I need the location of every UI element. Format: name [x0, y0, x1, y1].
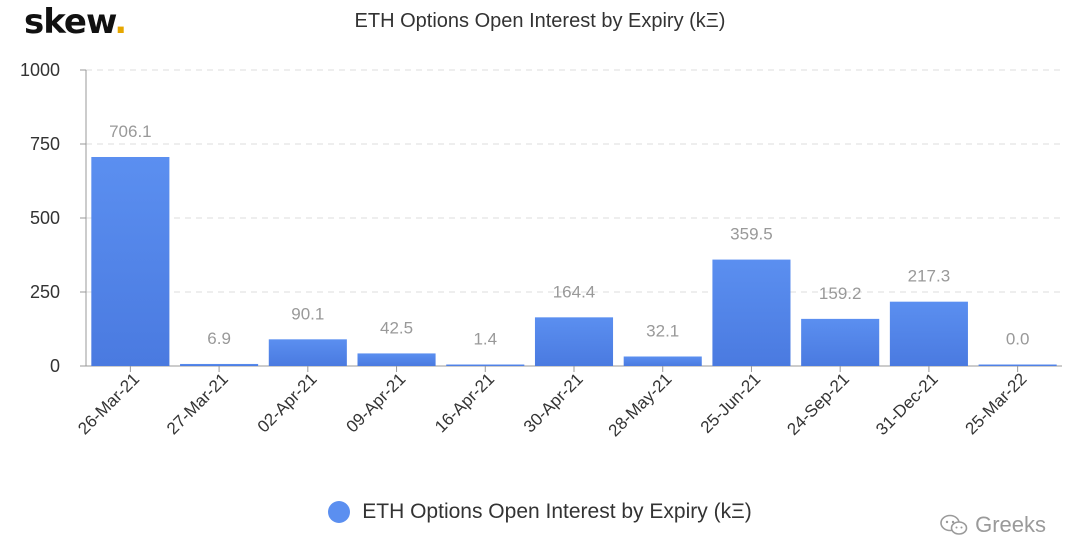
- legend-marker-icon: [328, 501, 351, 523]
- x-tick-label: 25-Mar-22: [962, 369, 1031, 438]
- logo-dot: .: [114, 2, 127, 42]
- data-label: 359.5: [730, 225, 773, 244]
- x-tick-label: 09-Apr-21: [342, 369, 409, 436]
- bar: [889, 301, 968, 366]
- bar: [623, 356, 702, 366]
- x-tick-label: 25-Jun-21: [697, 369, 765, 437]
- watermark-text: Greeks: [975, 512, 1046, 537]
- y-tick-label: 0: [50, 356, 60, 376]
- data-label: 217.3: [908, 267, 951, 286]
- data-label: 42.5: [380, 318, 413, 337]
- x-tick-label: 30-Apr-21: [520, 369, 587, 436]
- data-label: 159.2: [819, 284, 862, 303]
- bar: [801, 318, 880, 366]
- chart-title: ETH Options Open Interest by Expiry (kΞ): [354, 10, 726, 32]
- y-tick-label: 250: [30, 282, 60, 302]
- bar: [446, 364, 525, 366]
- bar: [268, 339, 347, 366]
- data-label: 1.4: [473, 330, 497, 349]
- x-tick-label: 24-Sep-21: [783, 369, 853, 439]
- x-tick-label: 31-Dec-21: [872, 369, 942, 439]
- skew-logo: skew.: [24, 2, 127, 42]
- legend-label: ETH Options Open Interest by Expiry (kΞ): [362, 500, 752, 523]
- bar: [91, 156, 170, 366]
- x-tick-label: 27-Mar-21: [163, 369, 232, 438]
- bar: [978, 364, 1057, 366]
- bar: [712, 259, 791, 366]
- y-tick-label: 750: [30, 134, 60, 154]
- x-tick-label: 26-Mar-21: [74, 369, 143, 438]
- data-label: 164.4: [553, 282, 596, 301]
- y-tick-label: 1000: [20, 60, 60, 80]
- wechat-icon: [940, 514, 968, 535]
- x-tick-label: 02-Apr-21: [254, 369, 321, 436]
- y-tick-label: 500: [30, 208, 60, 228]
- x-tick-label: 28-May-21: [605, 369, 676, 440]
- bar: [180, 363, 259, 366]
- x-tick-label: 16-Apr-21: [431, 369, 498, 436]
- data-label: 0.0: [1006, 330, 1030, 349]
- logo-text: skew: [24, 2, 115, 42]
- bar: [357, 353, 436, 366]
- data-label: 706.1: [109, 122, 152, 141]
- data-label: 32.1: [646, 321, 679, 340]
- data-label: 90.1: [291, 304, 324, 323]
- watermark: Greeks: [939, 512, 1046, 538]
- data-label: 6.9: [207, 329, 231, 348]
- chart-legend[interactable]: ETH Options Open Interest by Expiry (kΞ): [0, 500, 1080, 524]
- bar: [534, 317, 614, 366]
